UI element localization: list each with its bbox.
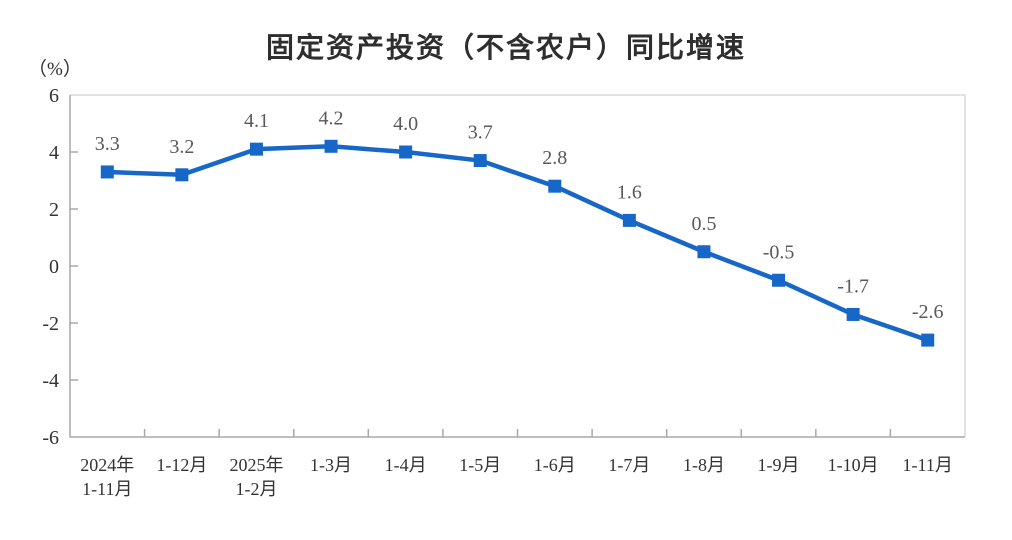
data-point-label: 4.1 bbox=[244, 110, 269, 132]
x-axis-tick-label: 2025年 1-2月 bbox=[229, 455, 283, 499]
data-point-label: 2.8 bbox=[542, 147, 567, 169]
x-axis-tick-label: 1-4月 bbox=[385, 455, 427, 475]
data-point-label: -0.5 bbox=[763, 241, 795, 263]
y-axis-tick-label: -2 bbox=[42, 313, 59, 335]
x-axis-tick-label: 1-9月 bbox=[758, 455, 800, 475]
y-axis-unit-label: （%） bbox=[28, 59, 82, 80]
data-point-marker bbox=[473, 154, 487, 168]
data-point-marker bbox=[175, 168, 189, 182]
data-point-marker bbox=[846, 307, 860, 321]
x-axis-tick-label: 1-12月 bbox=[156, 455, 207, 475]
data-point-marker bbox=[399, 145, 413, 159]
data-point-marker bbox=[772, 273, 786, 287]
data-point-label: -2.6 bbox=[912, 301, 944, 323]
y-axis-tick-label: -6 bbox=[42, 427, 59, 449]
data-point-marker bbox=[921, 333, 935, 347]
data-point-marker bbox=[697, 245, 711, 259]
x-axis-tick-label: 2024年 1-11月 bbox=[80, 455, 134, 499]
y-axis-tick-label: 6 bbox=[49, 85, 59, 107]
data-point-marker bbox=[100, 165, 114, 179]
data-point-label: -1.7 bbox=[837, 275, 869, 297]
x-axis-tick-label: 1-11月 bbox=[903, 455, 953, 475]
x-axis-tick-label: 1-5月 bbox=[459, 455, 501, 475]
y-axis-tick-label: -4 bbox=[42, 370, 59, 392]
data-point-label: 3.3 bbox=[95, 133, 120, 155]
x-axis-tick-label: 1-7月 bbox=[608, 455, 650, 475]
y-axis-tick-label: 0 bbox=[49, 256, 59, 278]
x-axis-tick-label: 1-10月 bbox=[828, 455, 879, 475]
data-line bbox=[105, 144, 930, 343]
plot-border bbox=[70, 94, 966, 437]
axis-line bbox=[69, 95, 965, 438]
data-point-marker bbox=[548, 179, 562, 193]
data-point-label: 0.5 bbox=[691, 213, 716, 235]
chart-title: 固定资产投资（不含农户）同比增速 bbox=[265, 32, 746, 63]
x-axis-tick-label: 1-6月 bbox=[534, 455, 576, 475]
x-axis-tick-label: 1-3月 bbox=[310, 455, 352, 475]
y-axis-tick-label: 2 bbox=[49, 199, 59, 221]
data-point-label: 4.0 bbox=[393, 113, 418, 135]
x-axis-tick-label: 1-8月 bbox=[683, 455, 725, 475]
y-axis-tick-label: 4 bbox=[49, 142, 59, 164]
data-point-marker bbox=[249, 142, 263, 156]
data-point-marker bbox=[622, 213, 636, 227]
data-point-label: 1.6 bbox=[617, 181, 642, 203]
data-point-label: 3.7 bbox=[468, 122, 493, 144]
data-point-label: 3.2 bbox=[169, 136, 194, 158]
data-point-label: 4.2 bbox=[319, 107, 344, 129]
data-point-marker bbox=[324, 139, 338, 153]
